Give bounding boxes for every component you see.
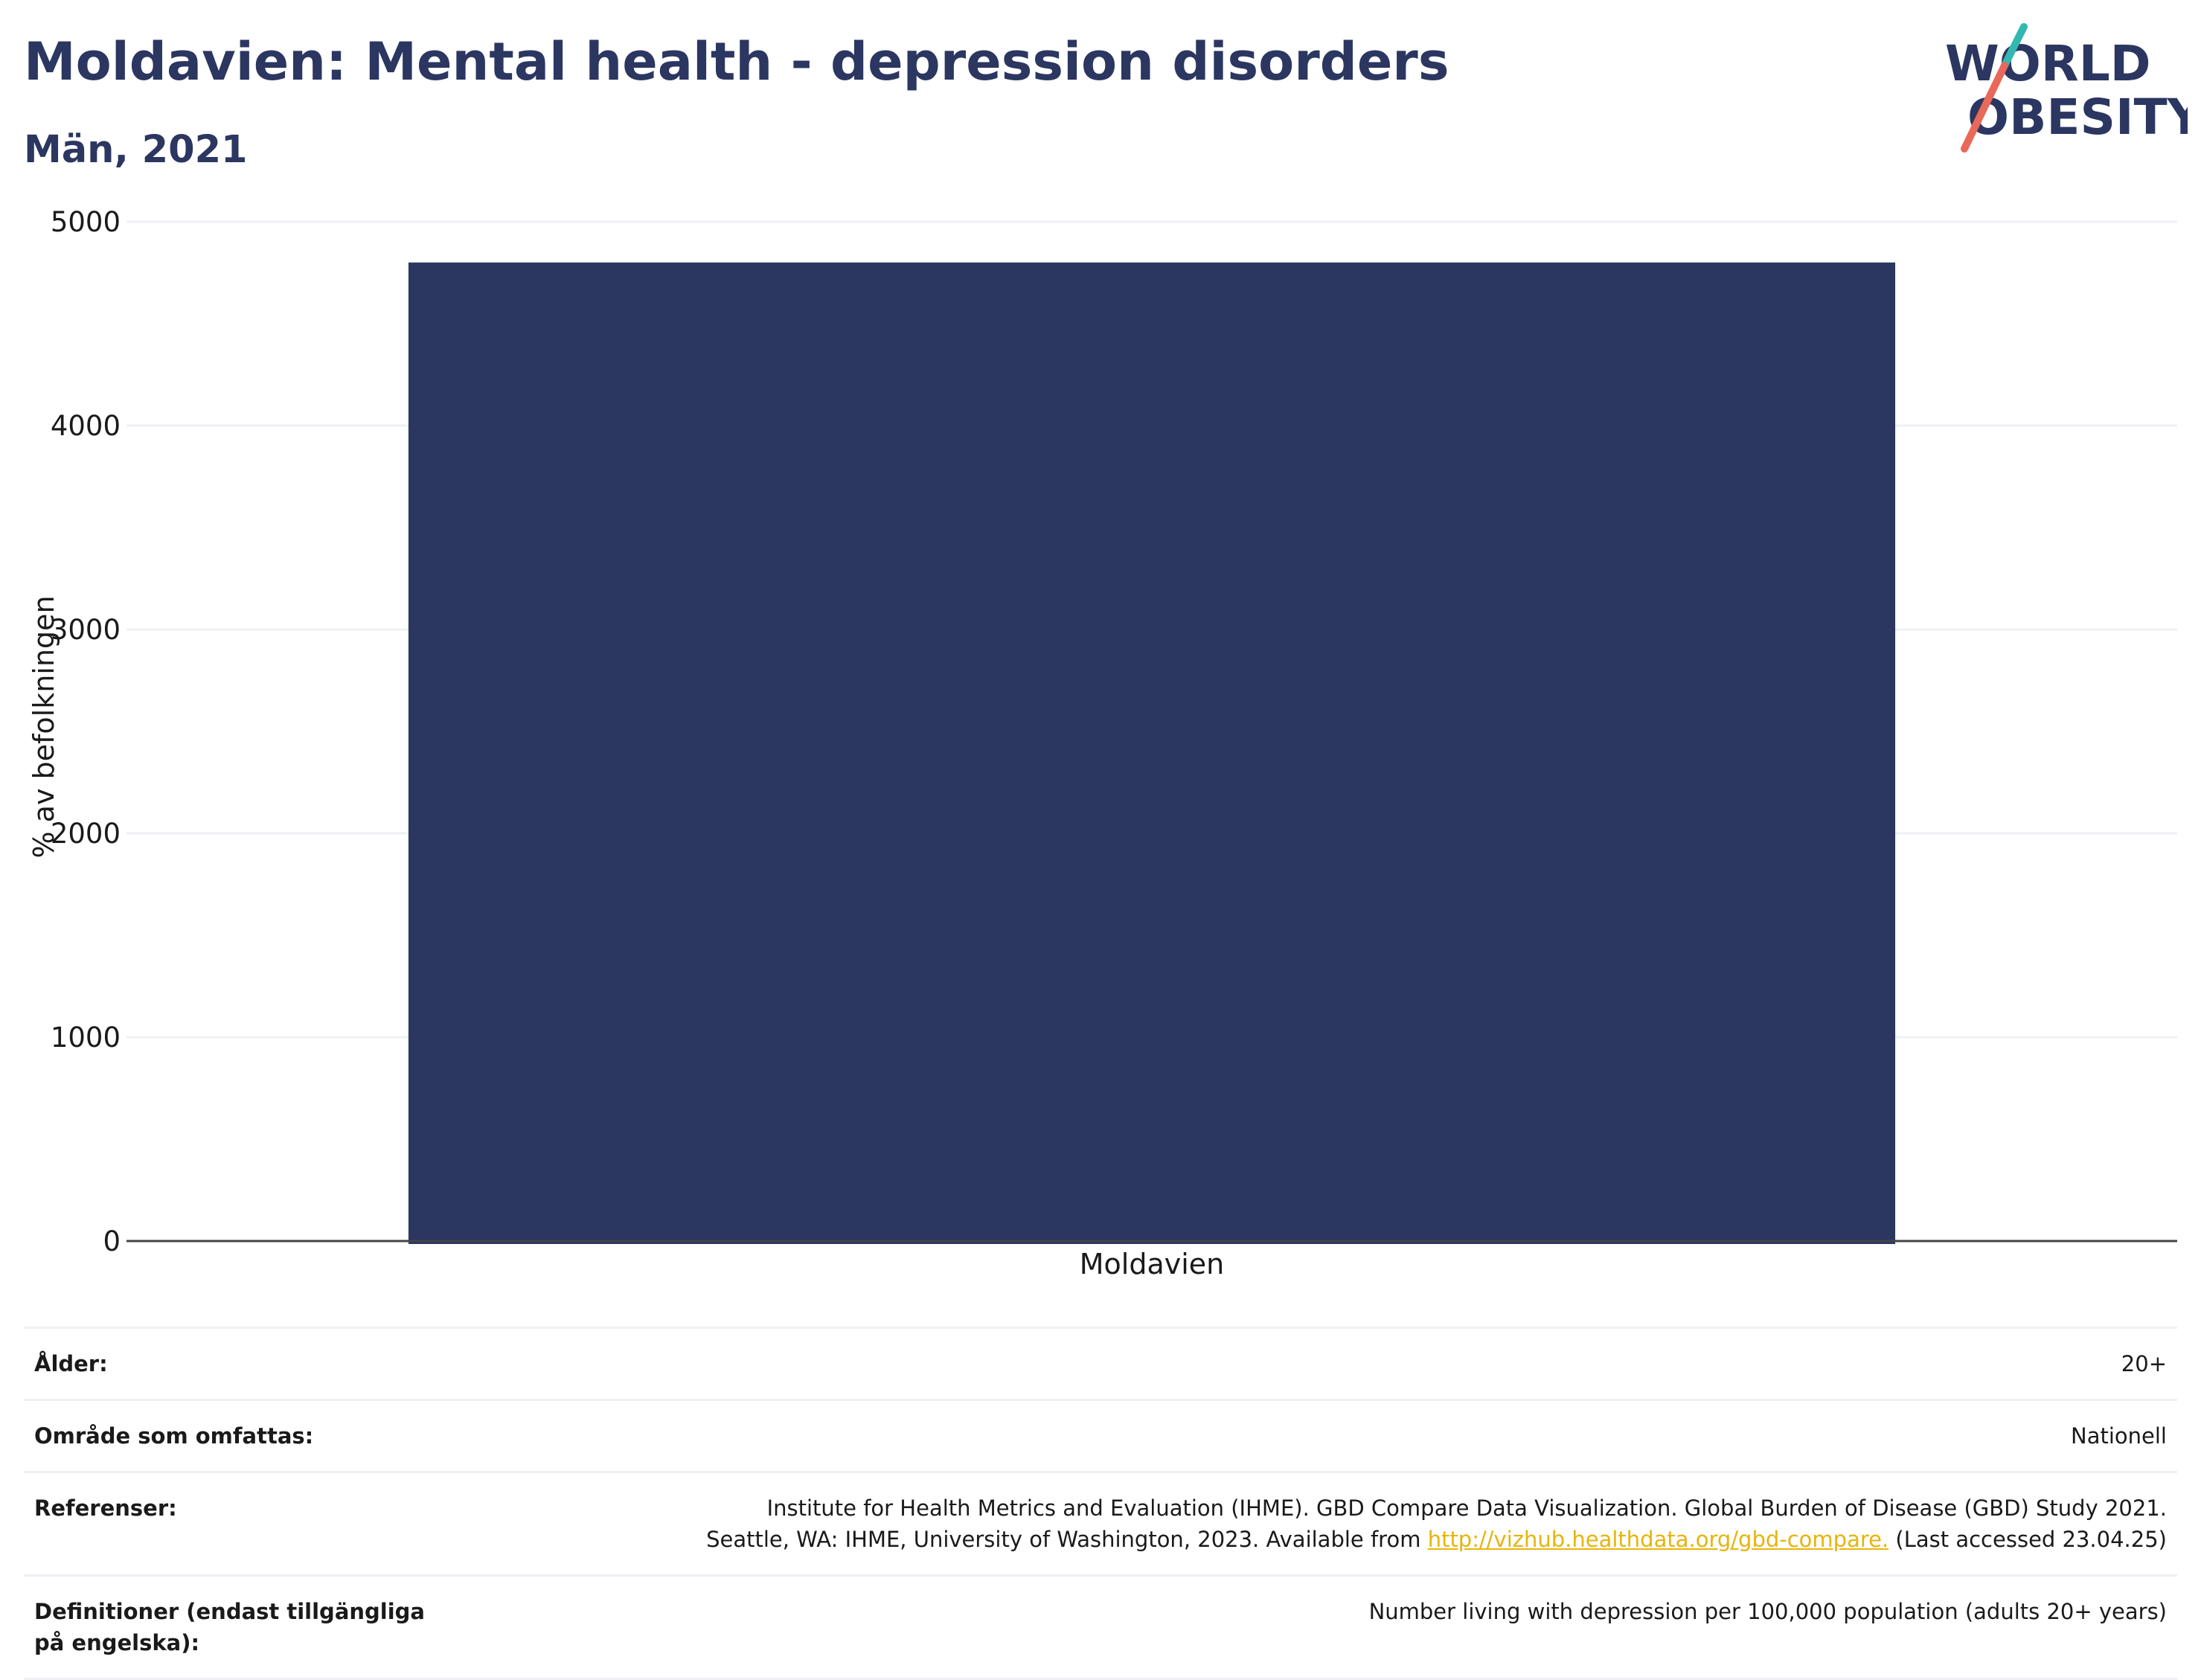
- bar[interactable]: [408, 262, 1896, 1244]
- info-row-references: Referenser: Institute for Health Metrics…: [24, 1471, 2177, 1577]
- logo-red-slash: [1961, 62, 2008, 153]
- x-tick-labels: Moldavien: [1080, 1248, 1225, 1280]
- y-tick-label: 0: [103, 1225, 121, 1257]
- info-row-definitions: Definitioner (endast tillgängliga på eng…: [24, 1574, 2177, 1680]
- reference-line-1: Institute for Health Metrics and Evaluat…: [766, 1495, 2167, 1521]
- logo-teal-slash: [2001, 23, 2028, 69]
- y-tick-label: 3000: [51, 614, 121, 646]
- info-value: Nationell: [461, 1399, 2177, 1473]
- y-tick-label: 5000: [51, 206, 121, 238]
- info-table: Ålder: 20+ Område som omfattas: Nationel…: [24, 1327, 2177, 1680]
- reference-line-2-pre: Seattle, WA: IHME, University of Washing…: [706, 1527, 1428, 1552]
- logo-line2: OBESITY: [1967, 89, 2188, 146]
- page-subtitle: Män, 2021: [24, 128, 248, 172]
- y-axis-label: % av befolkningen: [28, 595, 60, 858]
- info-row-age: Ålder: 20+: [24, 1327, 2177, 1401]
- bar-chart: 0 1000 2000 3000 4000 5000 Moldavien % av bef…: [28, 206, 2177, 1280]
- x-tick-label: Moldavien: [1080, 1248, 1225, 1280]
- reference-link[interactable]: http://vizhub.healthdata.org/gbd-compare…: [1427, 1527, 1889, 1552]
- y-tick-label: 1000: [51, 1022, 121, 1054]
- info-label: Område som omfattas:: [24, 1399, 461, 1473]
- page-title: Moldavien: Mental health - depression di…: [24, 31, 1449, 92]
- world-obesity-logo: WORLD OBESITY: [1945, 23, 2188, 153]
- logo-line1: WORLD: [1945, 35, 2151, 92]
- info-value: Number living with depression per 100,00…: [461, 1574, 2177, 1680]
- info-label: Ålder:: [24, 1327, 461, 1401]
- info-value: Institute for Health Metrics and Evaluat…: [461, 1471, 2177, 1577]
- info-value: 20+: [461, 1327, 2177, 1401]
- info-label: Definitioner (endast tillgängliga på eng…: [24, 1574, 461, 1680]
- y-tick-labels: 0 1000 2000 3000 4000 5000: [51, 206, 121, 1257]
- y-tick-label: 4000: [51, 410, 121, 442]
- info-label: Referenser:: [24, 1471, 461, 1577]
- y-tick-label: 2000: [51, 818, 121, 850]
- bars: [408, 262, 1896, 1244]
- reference-line-2-post: (Last accessed 23.04.25): [1888, 1527, 2167, 1552]
- info-row-coverage: Område som omfattas: Nationell: [24, 1399, 2177, 1473]
